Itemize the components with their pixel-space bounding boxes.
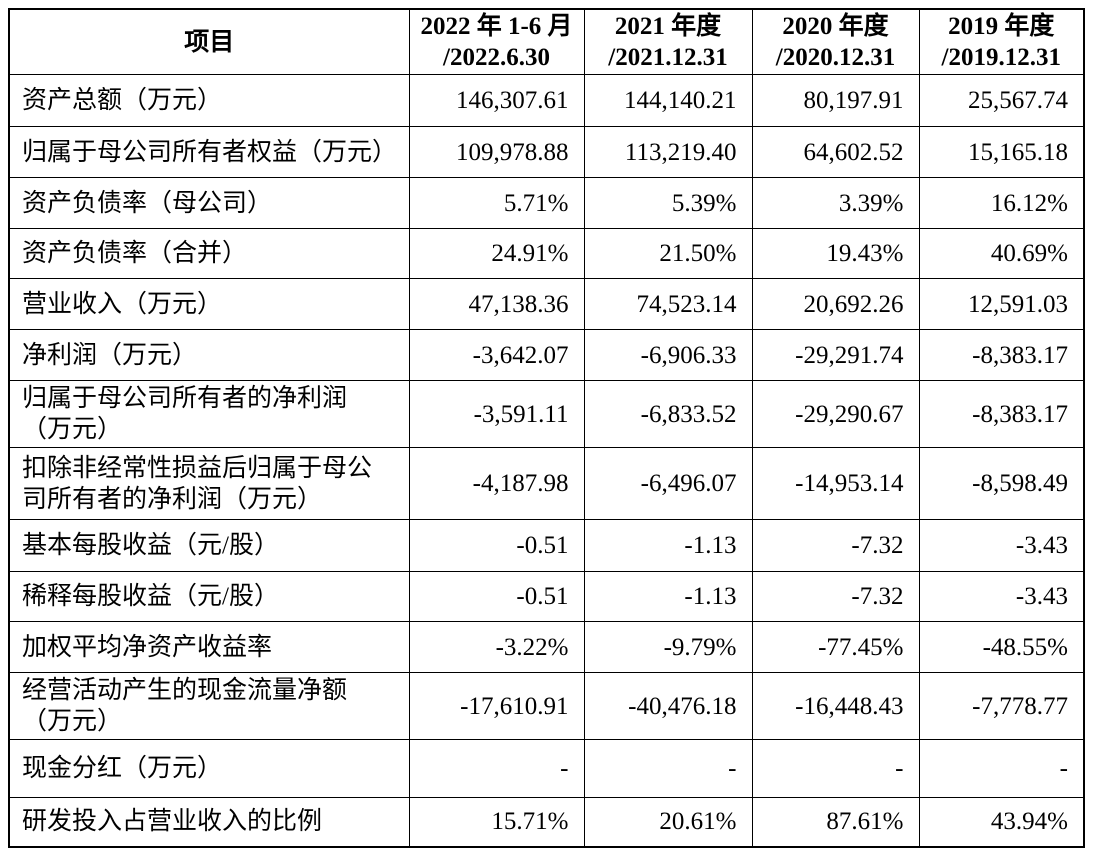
cell-value: 80,197.91 bbox=[751, 74, 920, 127]
cell-value: -6,906.33 bbox=[583, 329, 753, 381]
cell-value: -29,291.74 bbox=[751, 329, 920, 381]
cell-value: -9.79% bbox=[583, 621, 753, 673]
cell-value: 5.39% bbox=[583, 177, 753, 229]
cell-value: -6,833.52 bbox=[583, 380, 753, 448]
table-row-net-profit-deducting-non-recurring: 扣除非经常性损益后归属于母公 司所有者的净利润（万元） -4,187.98 -6… bbox=[8, 447, 1085, 520]
row-label: 资产总额（万元） bbox=[8, 74, 410, 127]
cell-value: -48.55% bbox=[918, 621, 1085, 673]
cell-value: -7.32 bbox=[751, 571, 920, 622]
table-row-net-profit-attributable-to-parent: 归属于母公司所有者的净利润 （万元） -3,591.11 -6,833.52 -… bbox=[8, 380, 1085, 448]
cell-value: -40,476.18 bbox=[583, 672, 753, 740]
cell-value: -29,290.67 bbox=[751, 380, 920, 448]
cell-value: -17,610.91 bbox=[408, 672, 585, 740]
cell-value: -3,642.07 bbox=[408, 329, 585, 381]
cell-value: -4,187.98 bbox=[408, 447, 585, 520]
table-row-equity-attributable-to-parent: 归属于母公司所有者权益（万元） 109,978.88 113,219.40 64… bbox=[8, 126, 1085, 178]
cell-value: 21.50% bbox=[583, 228, 753, 279]
cell-value: 15,165.18 bbox=[918, 126, 1085, 178]
row-label: 归属于母公司所有者权益（万元） bbox=[8, 126, 410, 178]
table-row-net-cash-flow-operating: 经营活动产生的现金流量净额 （万元） -17,610.91 -40,476.18… bbox=[8, 672, 1085, 740]
table-row-debt-ratio-consolidated: 资产负债率（合并） 24.91% 21.50% 19.43% 40.69% bbox=[8, 228, 1085, 279]
column-header-period-2020: 2020 年度 /2020.12.31 bbox=[751, 8, 920, 75]
row-label: 经营活动产生的现金流量净额 （万元） bbox=[8, 672, 410, 740]
column-header-item: 项目 bbox=[8, 8, 410, 75]
cell-value: 40.69% bbox=[918, 228, 1085, 279]
cell-value: -8,383.17 bbox=[918, 329, 1085, 381]
row-label: 营业收入（万元） bbox=[8, 278, 410, 330]
cell-value: -1.13 bbox=[583, 519, 753, 572]
cell-value: -0.51 bbox=[408, 571, 585, 622]
row-label: 现金分红（万元） bbox=[8, 739, 410, 798]
cell-value: -7,778.77 bbox=[918, 672, 1085, 740]
cell-value: -8,383.17 bbox=[918, 380, 1085, 448]
cell-value: -3.22% bbox=[408, 621, 585, 673]
cell-value: -3.43 bbox=[918, 519, 1085, 572]
cell-value: 43.94% bbox=[918, 797, 1085, 847]
table-row-debt-ratio-parent: 资产负债率（母公司） 5.71% 5.39% 3.39% 16.12% bbox=[8, 177, 1085, 229]
row-label: 归属于母公司所有者的净利润 （万元） bbox=[8, 380, 410, 448]
table-row-basic-eps: 基本每股收益（元/股） -0.51 -1.13 -7.32 -3.43 bbox=[8, 519, 1085, 572]
cell-value: - bbox=[751, 739, 920, 798]
cell-value: 15.71% bbox=[408, 797, 585, 847]
cell-value: 3.39% bbox=[751, 177, 920, 229]
cell-value: -0.51 bbox=[408, 519, 585, 572]
cell-value: 113,219.40 bbox=[583, 126, 753, 178]
cell-value: -1.13 bbox=[583, 571, 753, 622]
cell-value: -77.45% bbox=[751, 621, 920, 673]
cell-value: - bbox=[918, 739, 1085, 798]
row-label: 加权平均净资产收益率 bbox=[8, 621, 410, 673]
row-label: 净利润（万元） bbox=[8, 329, 410, 381]
table-row-net-profit: 净利润（万元） -3,642.07 -6,906.33 -29,291.74 -… bbox=[8, 329, 1085, 381]
cell-value: -3,591.11 bbox=[408, 380, 585, 448]
row-label: 稀释每股收益（元/股） bbox=[8, 571, 410, 622]
cell-value: 16.12% bbox=[918, 177, 1085, 229]
table-row-total-assets: 资产总额（万元） 146,307.61 144,140.21 80,197.91… bbox=[8, 74, 1085, 127]
cell-value: -8,598.49 bbox=[918, 447, 1085, 520]
cell-value: -6,496.07 bbox=[583, 447, 753, 520]
cell-value: 20.61% bbox=[583, 797, 753, 847]
cell-value: - bbox=[408, 739, 585, 798]
cell-value: 146,307.61 bbox=[408, 74, 585, 127]
cell-value: -7.32 bbox=[751, 519, 920, 572]
column-header-period-2022h1: 2022 年 1-6 月 /2022.6.30 bbox=[408, 8, 585, 75]
row-label: 资产负债率（合并） bbox=[8, 228, 410, 279]
cell-value: 20,692.26 bbox=[751, 278, 920, 330]
cell-value: 87.61% bbox=[751, 797, 920, 847]
cell-value: 12,591.03 bbox=[918, 278, 1085, 330]
cell-value: - bbox=[583, 739, 753, 798]
table-row-rd-expense-ratio: 研发投入占营业收入的比例 15.71% 20.61% 87.61% 43.94% bbox=[8, 797, 1085, 847]
cell-value: 74,523.14 bbox=[583, 278, 753, 330]
row-label: 资产负债率（母公司） bbox=[8, 177, 410, 229]
row-label: 扣除非经常性损益后归属于母公 司所有者的净利润（万元） bbox=[8, 447, 410, 520]
row-label: 研发投入占营业收入的比例 bbox=[8, 797, 410, 847]
cell-value: 24.91% bbox=[408, 228, 585, 279]
cell-value: 19.43% bbox=[751, 228, 920, 279]
cell-value: 109,978.88 bbox=[408, 126, 585, 178]
column-header-period-2019: 2019 年度 /2019.12.31 bbox=[918, 8, 1085, 75]
cell-value: 144,140.21 bbox=[583, 74, 753, 127]
financial-summary-table: 项目 2022 年 1-6 月 /2022.6.30 2021 年度 /2021… bbox=[8, 8, 1085, 848]
row-label: 基本每股收益（元/股） bbox=[8, 519, 410, 572]
cell-value: -14,953.14 bbox=[751, 447, 920, 520]
cell-value: 47,138.36 bbox=[408, 278, 585, 330]
cell-value: -3.43 bbox=[918, 571, 1085, 622]
column-header-period-2021: 2021 年度 /2021.12.31 bbox=[583, 8, 753, 75]
table-row-diluted-eps: 稀释每股收益（元/股） -0.51 -1.13 -7.32 -3.43 bbox=[8, 571, 1085, 622]
cell-value: 25,567.74 bbox=[918, 74, 1085, 127]
table-row-operating-revenue: 营业收入（万元） 47,138.36 74,523.14 20,692.26 1… bbox=[8, 278, 1085, 330]
table-row-cash-dividends: 现金分红（万元） - - - - bbox=[8, 739, 1085, 798]
cell-value: 64,602.52 bbox=[751, 126, 920, 178]
header-row: 项目 2022 年 1-6 月 /2022.6.30 2021 年度 /2021… bbox=[8, 8, 1085, 75]
cell-value: -16,448.43 bbox=[751, 672, 920, 740]
cell-value: 5.71% bbox=[408, 177, 585, 229]
table-row-weighted-avg-roe: 加权平均净资产收益率 -3.22% -9.79% -77.45% -48.55% bbox=[8, 621, 1085, 673]
